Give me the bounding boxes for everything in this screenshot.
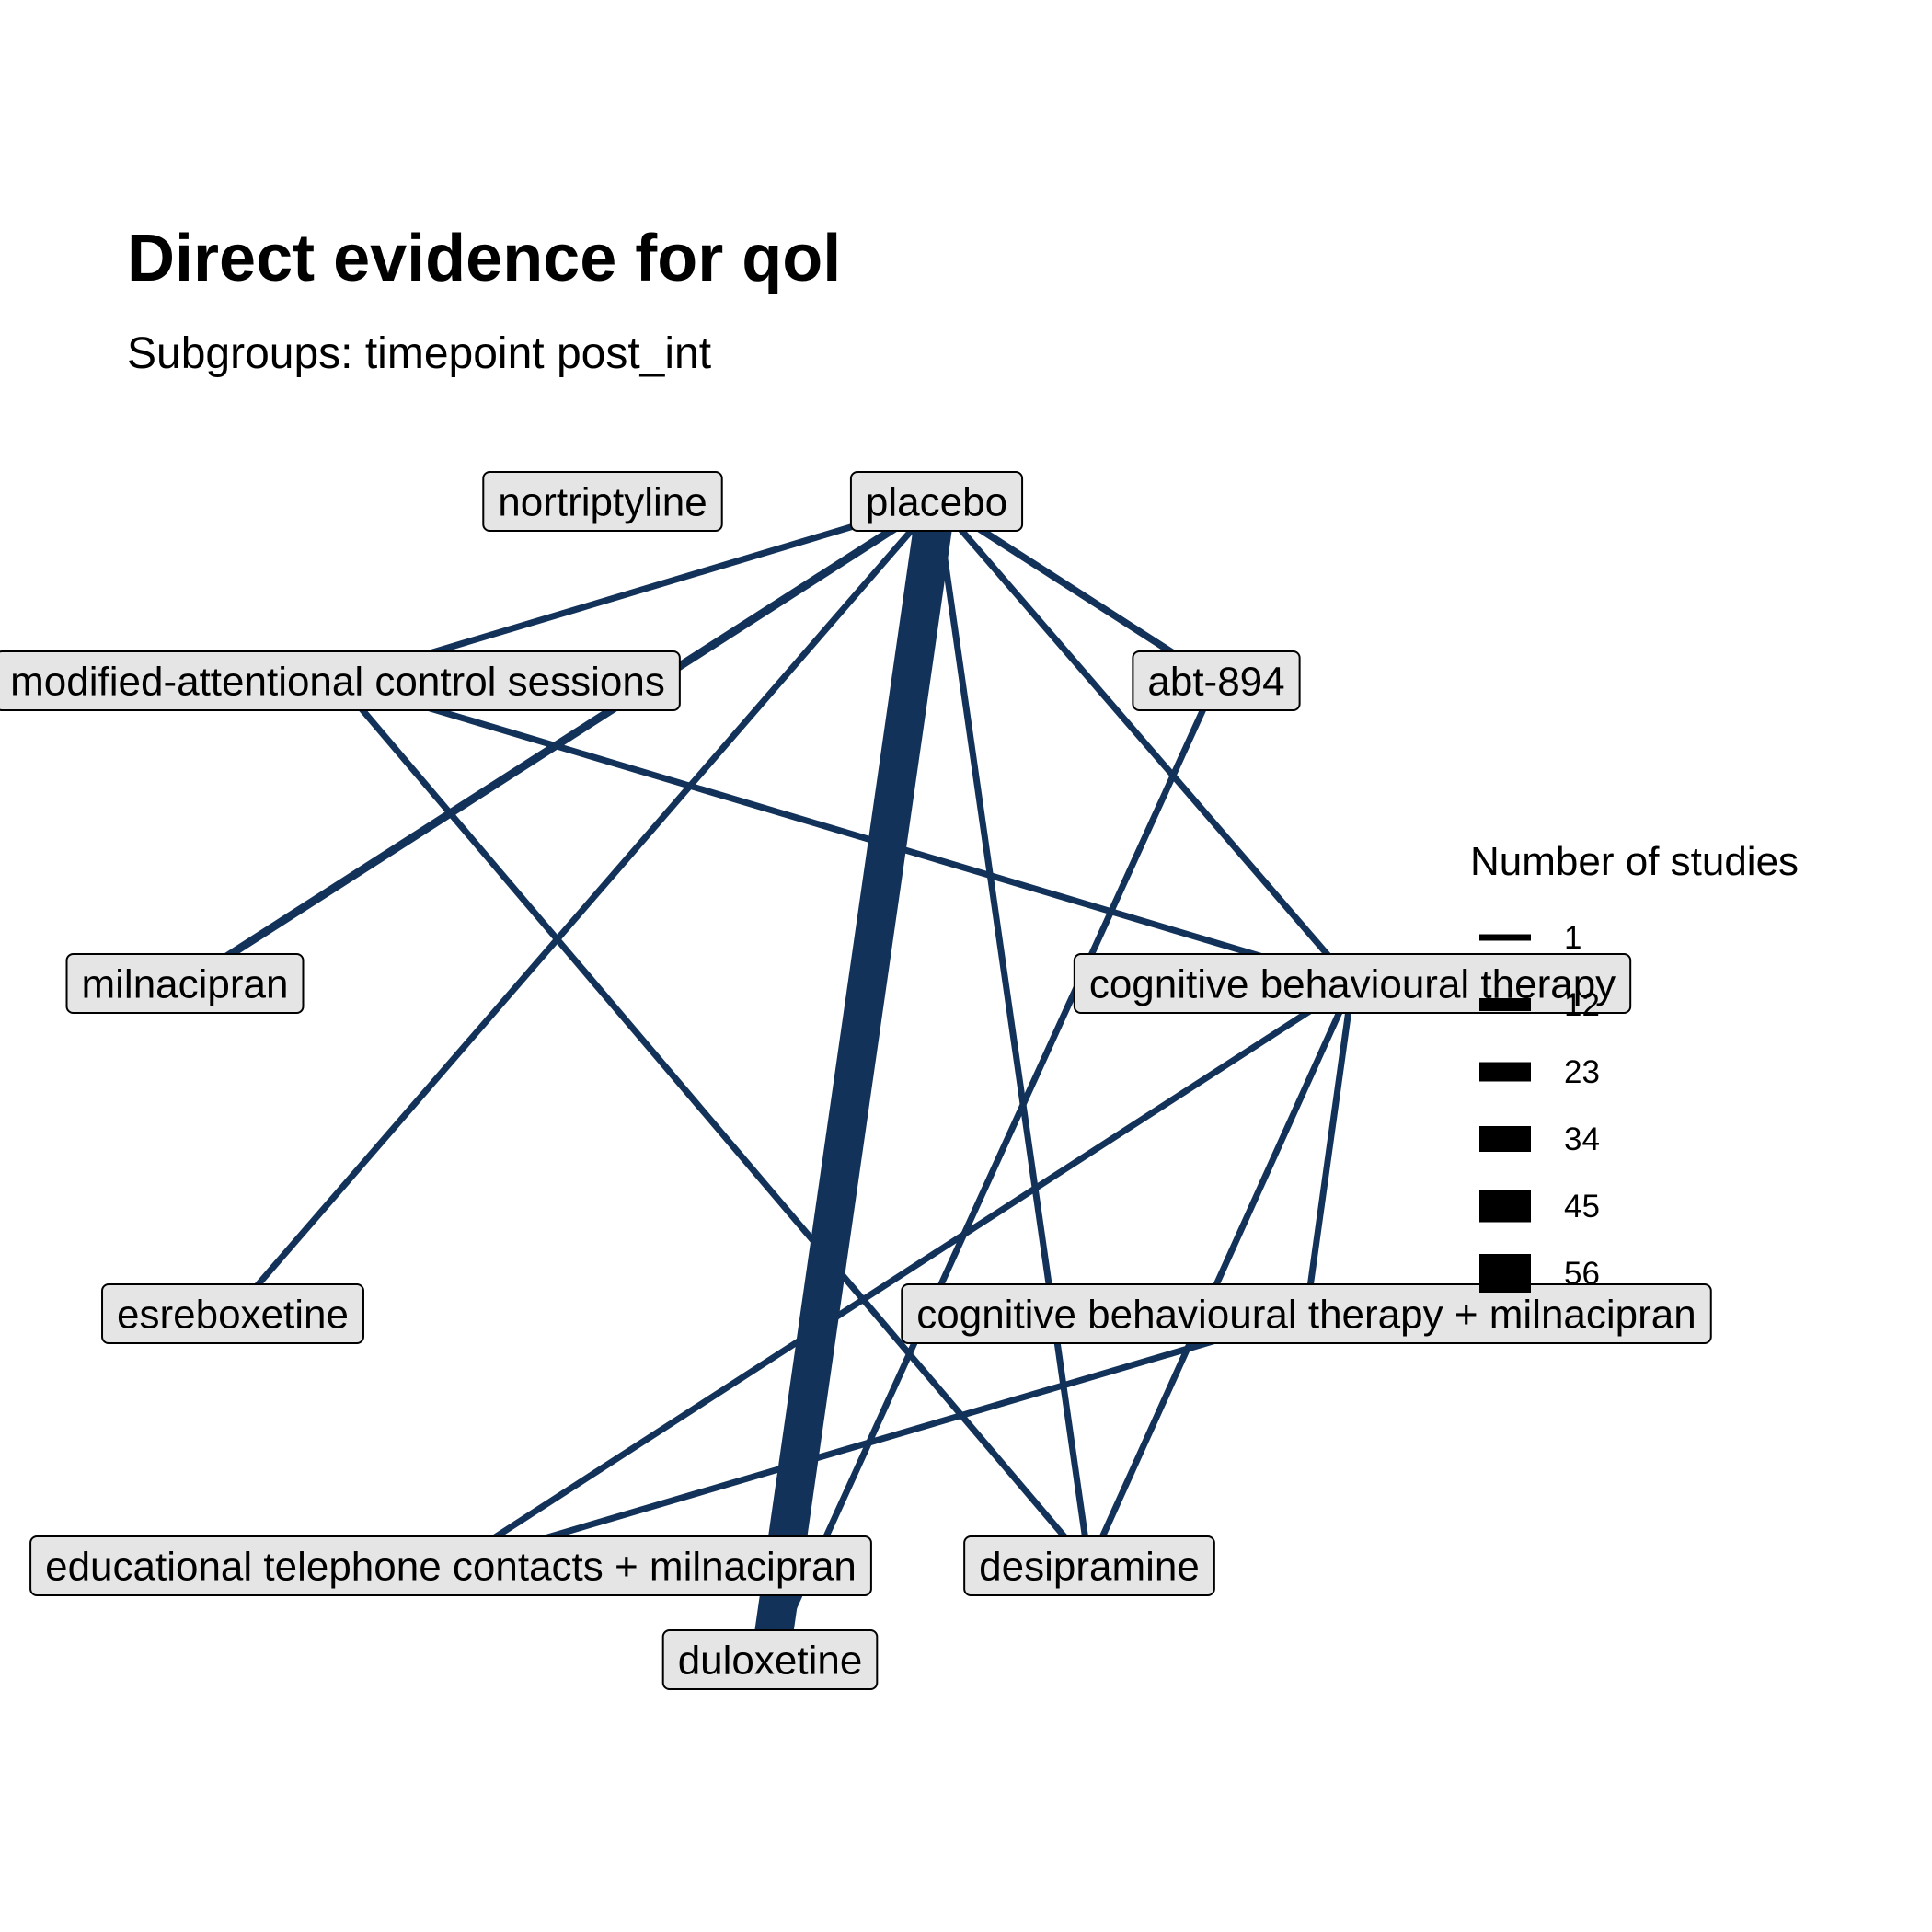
edge-placebo-duloxetine: [751, 499, 956, 1662]
node-cbt: cognitive behavioural therapy: [1073, 953, 1632, 1014]
chart-subtitle: Subgroups: timepoint post_int: [127, 329, 712, 378]
node-label: milnacipran: [82, 961, 289, 1006]
node-label: placebo: [866, 479, 1007, 524]
node-box: [849, 471, 1024, 532]
legend-key-23: [1479, 1062, 1531, 1082]
edge-cbt-etcm: [449, 981, 1354, 1569]
legend-key-34: [1479, 1126, 1531, 1152]
node-box: [1132, 650, 1301, 711]
edge-placebo-milnacipran: [182, 498, 939, 987]
edge-placebo-esreboxetine: [230, 499, 939, 1317]
node-duloxetine: duloxetine: [661, 1629, 879, 1690]
legend-label-56: 56: [1564, 1256, 1600, 1292]
node-box: [482, 471, 723, 532]
node-box: [661, 1629, 879, 1690]
node-label: cognitive behavioural therapy: [1089, 961, 1616, 1006]
legend-label-12: 12: [1564, 987, 1600, 1023]
node-label: cognitive behavioural therapy + milnacip…: [916, 1292, 1696, 1337]
node-box: [101, 1283, 364, 1344]
legend-key-56: [1479, 1254, 1531, 1293]
node-esreboxetine: esreboxetine: [101, 1283, 364, 1344]
edge-cbt-cbtm: [1303, 983, 1356, 1315]
legend-label-45: 45: [1564, 1189, 1600, 1225]
node-label: educational telephone contacts + milnaci…: [45, 1544, 857, 1589]
legend-label-1: 1: [1564, 920, 1581, 956]
node-cbtm: cognitive behavioural therapy + milnacip…: [901, 1283, 1712, 1344]
node-box: [963, 1535, 1215, 1596]
edge-macs-desipramine: [335, 678, 1092, 1569]
node-desipramine: desipramine: [963, 1535, 1215, 1596]
node-box: [65, 953, 305, 1014]
node-macs: modified-attentional control sessions: [0, 650, 681, 711]
node-box: [0, 650, 681, 711]
legend-key-1: [1479, 934, 1531, 941]
node-etcm: educational telephone contacts + milnaci…: [29, 1535, 872, 1596]
legend: 1 12 23 34 45 56: [1479, 920, 1600, 1293]
node-label: nortriptyline: [498, 479, 707, 524]
node-label: desipramine: [979, 1544, 1200, 1589]
legend-key-12: [1479, 998, 1531, 1011]
legend-label-34: 34: [1564, 1121, 1600, 1157]
nodes-layer: nortriptyline placebo modified-attentional…: [0, 471, 1712, 1690]
node-box: [901, 1283, 1712, 1344]
edge-cbtm-etcm: [450, 1310, 1307, 1570]
edge-cbt-desipramine: [1086, 982, 1356, 1568]
edges-layer: [182, 498, 1356, 1662]
node-nortriptyline: nortriptyline: [482, 471, 723, 532]
edge-placebo-cbt: [934, 499, 1355, 986]
legend-key-45: [1479, 1190, 1531, 1223]
node-placebo: placebo: [849, 471, 1024, 532]
chart-title: Direct evidence for qol: [127, 222, 842, 295]
node-label: abt-894: [1147, 659, 1284, 704]
edge-macs-cbt: [336, 677, 1354, 987]
node-box: [29, 1535, 872, 1596]
node-abt894: abt-894: [1132, 650, 1301, 711]
legend-label-23: 23: [1564, 1054, 1600, 1090]
node-milnacipran: milnacipran: [65, 953, 305, 1014]
edge-abt894-duloxetine: [766, 679, 1220, 1662]
node-label: duloxetine: [678, 1638, 863, 1683]
node-label: esreboxetine: [117, 1292, 349, 1337]
edge-placebo-desipramine: [933, 500, 1093, 1567]
node-label: modified-attentional control sessions: [10, 659, 665, 704]
legend-title: Number of studies: [1470, 839, 1800, 884]
